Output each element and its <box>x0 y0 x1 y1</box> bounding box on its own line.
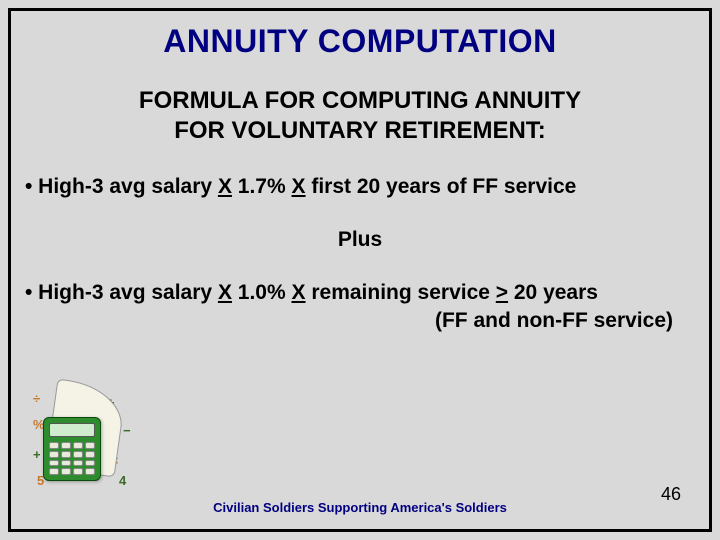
bullet2-subline: (FF and non-FF service) <box>25 309 695 333</box>
bullet2-prefix: • High-3 avg salary <box>25 281 218 304</box>
slide-frame: ANNUITY COMPUTATION FORMULA FOR COMPUTIN… <box>8 8 712 532</box>
bullet2-x2: X <box>292 281 306 304</box>
bullet2-mid: remaining service <box>306 281 496 304</box>
math-symbol-icon: + <box>33 447 41 462</box>
bullet1-suffix: first 20 years of FF service <box>306 175 577 198</box>
subtitle-line-1: FORMULA FOR COMPUTING ANNUITY <box>139 87 581 114</box>
bullet1-x1: X <box>218 175 232 198</box>
math-symbol-icon: − <box>123 423 131 438</box>
bullet1-prefix: • High-3 avg salary <box>25 175 218 198</box>
slide-title: ANNUITY COMPUTATION <box>11 23 709 60</box>
plus-label: Plus <box>11 228 709 252</box>
bullet2-x1: X <box>218 281 232 304</box>
math-symbol-icon: ÷ <box>33 391 40 406</box>
bullet1-rate: 1.7% <box>232 175 292 198</box>
formula-line-2: • High-3 avg salary X 1.0% X remaining s… <box>11 280 709 332</box>
calculator-icon <box>43 417 101 481</box>
bullet1-x2: X <box>292 175 306 198</box>
bullet2-gt: > <box>496 281 508 304</box>
slide-subtitle: FORMULA FOR COMPUTING ANNUITY FOR VOLUNT… <box>11 86 709 146</box>
bullet2-rate: 1.0% <box>232 281 292 304</box>
footer-text: Civilian Soldiers Supporting America's S… <box>11 500 709 515</box>
calculator-keys-icon <box>49 442 95 475</box>
bullet2-suffix: 20 years <box>508 281 598 304</box>
calculator-illustration: ÷ + % − + × 5 4 <box>33 389 143 489</box>
subtitle-line-2: FOR VOLUNTARY RETIREMENT: <box>174 117 546 144</box>
formula-line-1: • High-3 avg salary X 1.7% X first 20 ye… <box>11 174 709 200</box>
calculator-screen-icon <box>49 423 95 437</box>
page-number: 46 <box>661 484 681 505</box>
math-symbol-icon: 4 <box>119 473 126 488</box>
